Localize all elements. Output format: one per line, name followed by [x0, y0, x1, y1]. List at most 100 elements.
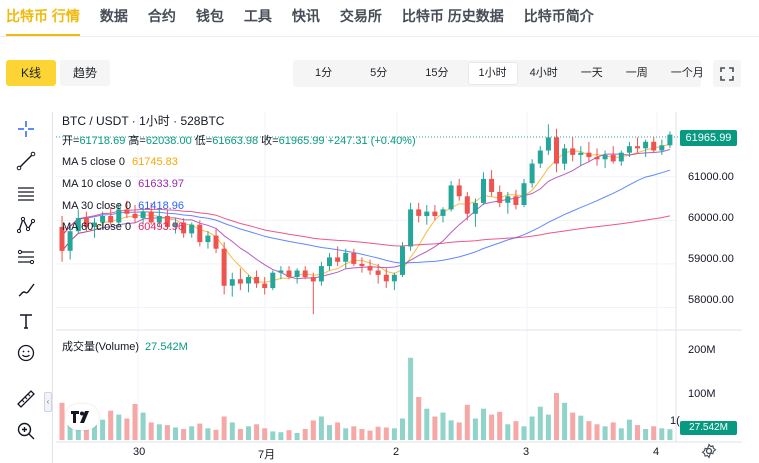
volume-bar	[262, 428, 268, 440]
interval-4h[interactable]: 4小时	[529, 67, 558, 79]
nav-item-3[interactable]: 钱包	[195, 8, 224, 24]
horizontal-lines-tool[interactable]	[13, 180, 39, 206]
price-tick-60000: 60000.00	[688, 212, 734, 224]
high-value: 62038.00	[145, 135, 192, 147]
interval-5m[interactable]: 5分	[370, 67, 388, 79]
tab-kline[interactable]: K线	[6, 60, 56, 86]
volume-bar	[578, 415, 584, 440]
ma30-legend[interactable]: MA 30 close 0 61418.96	[62, 197, 185, 215]
pattern-tool[interactable]	[13, 212, 39, 238]
ma60-legend[interactable]: MA 60 close 0 60493.96	[62, 218, 185, 236]
nav-item-8[interactable]: 比特币简介	[523, 8, 594, 24]
volume-bar	[432, 416, 438, 440]
crosshair-tool[interactable]	[13, 116, 39, 142]
nav-item-4[interactable]: 工具	[243, 8, 272, 24]
change-value: +247.31 (+0.40%)	[327, 135, 416, 147]
candle-body	[529, 163, 535, 184]
top-nav: 比特币 行情 数据 合约 钱包 工具 快讯 交易所 比特币 历史数据 比特币简介	[0, 0, 759, 36]
ma60-value: 60493.96	[138, 221, 184, 233]
ma5-label: MA 5 close 0	[62, 156, 125, 168]
ma5-value: 61745.83	[131, 156, 178, 168]
volume-bar	[181, 429, 187, 440]
time-label-30: 30	[133, 446, 146, 458]
volume-bar	[116, 414, 122, 440]
volume-bar	[659, 428, 665, 440]
volume-bar	[391, 428, 397, 440]
volume-bar	[335, 422, 341, 440]
chart-settings-button[interactable]	[701, 443, 721, 463]
volume-bar	[270, 431, 276, 440]
candle-body	[310, 277, 316, 282]
candle-body	[626, 146, 632, 153]
interval-1m[interactable]: 1分	[315, 67, 333, 79]
candle-body	[586, 152, 592, 158]
ruler-tool[interactable]	[13, 386, 39, 412]
nav-item-6[interactable]: 交易所	[339, 8, 382, 24]
tradingview-logo[interactable]	[65, 404, 99, 430]
nav-item-1[interactable]: 数据	[99, 8, 128, 24]
volume-bar	[108, 410, 114, 440]
candle-body	[327, 257, 332, 267]
volume-legend-label: 成交量(Volume)	[62, 341, 140, 353]
candle-body	[554, 137, 559, 164]
candle-body	[513, 196, 519, 205]
horizontal-lines-icon	[18, 187, 34, 201]
fib-tool[interactable]	[13, 244, 39, 270]
nav-item-7[interactable]: 比特币 历史数据	[401, 8, 504, 24]
candle-body	[610, 154, 616, 162]
interval-15m[interactable]: 15分	[425, 67, 449, 79]
text-tool[interactable]	[13, 308, 39, 334]
volume-bar	[497, 411, 503, 440]
emoji-tool[interactable]	[13, 340, 39, 366]
volume-bar	[213, 429, 219, 440]
collapse-toolbar-arrow-icon[interactable]: ‹	[44, 392, 52, 412]
volume-bar	[416, 397, 422, 440]
tab-trend[interactable]: 趋势	[60, 60, 110, 86]
ma10-legend[interactable]: MA 10 close 0 61633.97	[62, 175, 185, 193]
candle-body	[237, 279, 243, 284]
candle-body	[489, 178, 495, 192]
price-tick-61000: 61000.00	[688, 171, 734, 183]
candle-body	[643, 141, 649, 149]
fib-icon	[17, 249, 35, 265]
volume-bar	[464, 404, 470, 440]
volume-bar	[529, 416, 535, 440]
high-label: 高=	[128, 135, 146, 147]
volume-bar	[643, 429, 649, 440]
volume-bar	[626, 419, 632, 440]
trend-line-tool[interactable]	[13, 148, 39, 174]
ma5-legend[interactable]: MA 5 close 0 61745.83	[62, 153, 179, 171]
candle-body	[635, 146, 640, 149]
volume-bar	[562, 402, 568, 440]
volume-bar	[375, 426, 381, 440]
volume-bar	[456, 422, 462, 440]
price-tick-59000: 59000.00	[688, 253, 734, 265]
interval-1w[interactable]: 一周	[625, 67, 648, 79]
interval-1d[interactable]: 一天	[580, 67, 603, 79]
nav-item-5[interactable]: 快讯	[291, 8, 320, 24]
open-value: 61718.69	[79, 135, 126, 147]
zoom-in-tool[interactable]	[13, 418, 39, 444]
interval-1h[interactable]: 1小时	[468, 63, 517, 84]
volume-bar	[229, 422, 235, 440]
text-icon	[20, 314, 32, 329]
brush-tool[interactable]	[13, 276, 39, 302]
interval-1mo[interactable]: 一个月	[670, 67, 704, 79]
candle-body	[481, 178, 486, 203]
nav-item-0[interactable]: 比特币 行情	[6, 0, 80, 36]
toolbar-divider	[52, 112, 53, 463]
volume-bar	[302, 429, 308, 440]
fullscreen-button[interactable]	[713, 60, 741, 87]
candle-body	[602, 154, 608, 160]
volume-bar	[148, 422, 154, 440]
volume-bar	[610, 422, 616, 440]
volume-bar	[310, 420, 316, 440]
time-label-3: 3	[523, 446, 530, 458]
volume-bar	[602, 426, 608, 440]
volume-bar	[635, 425, 640, 440]
candle-body	[432, 211, 438, 216]
candle-body	[189, 224, 195, 234]
emoji-icon	[17, 344, 35, 362]
nav-item-2[interactable]: 合约	[147, 8, 176, 24]
